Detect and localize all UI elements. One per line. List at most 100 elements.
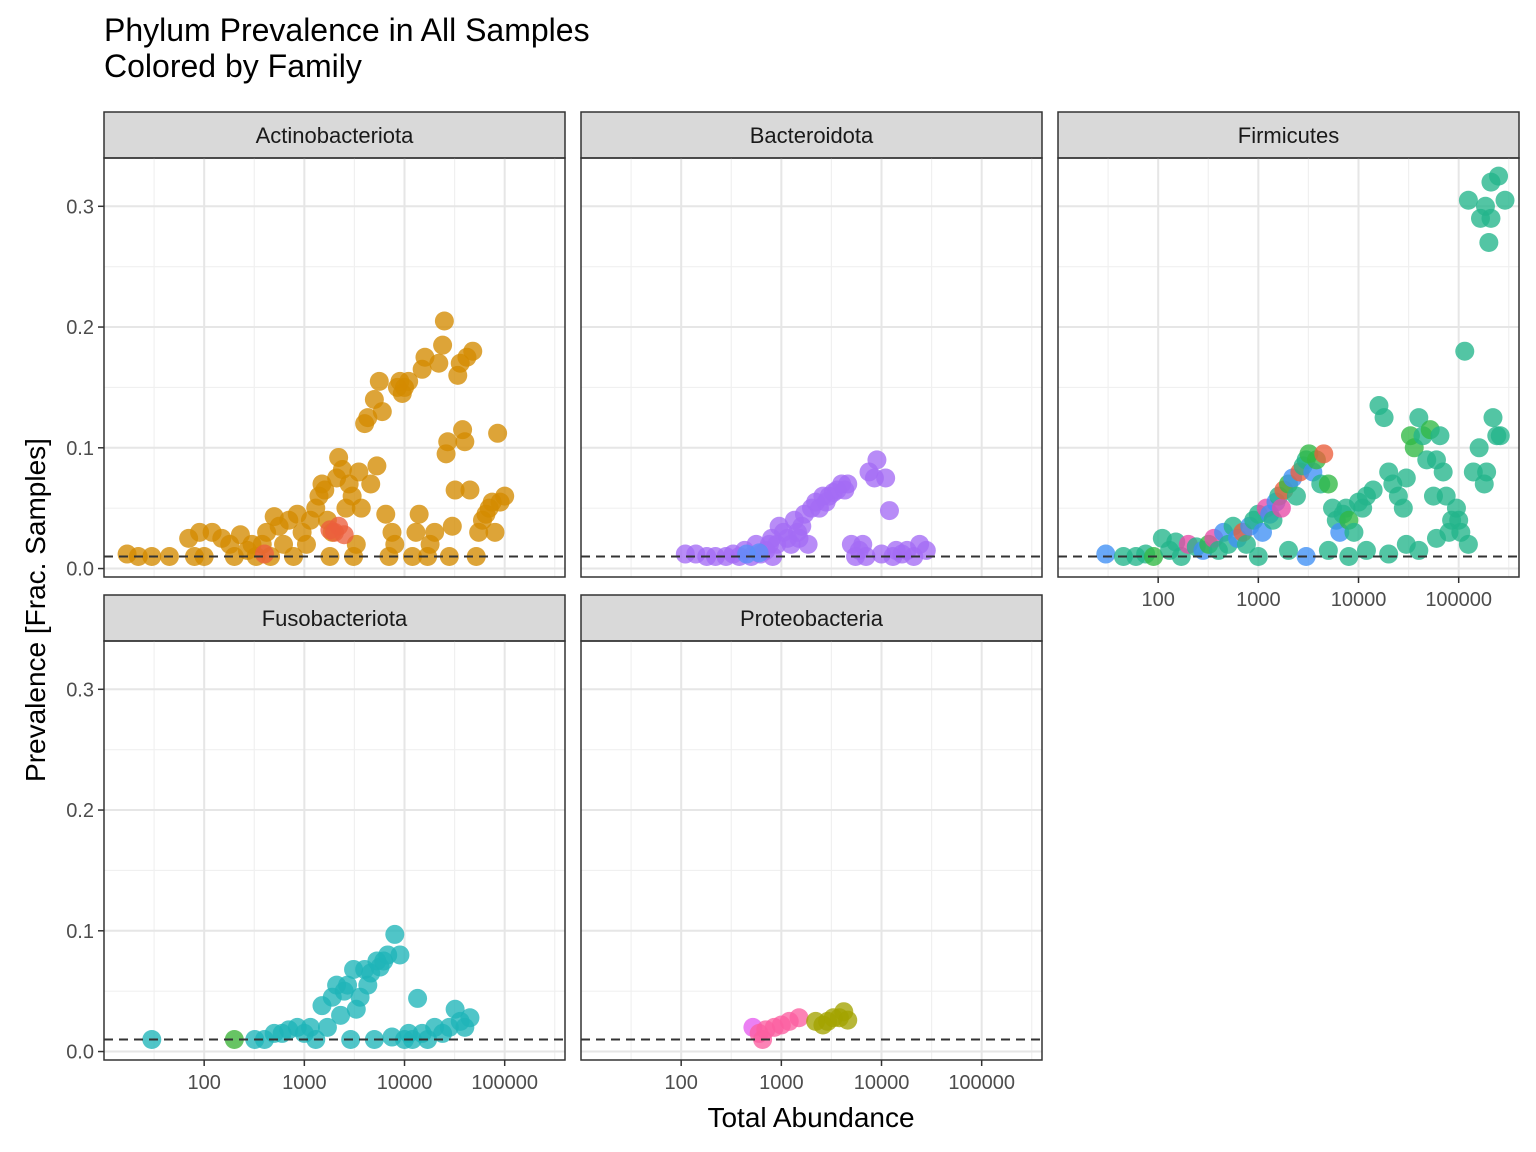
data-point bbox=[455, 432, 475, 452]
x-tick-label: 1000 bbox=[759, 1072, 804, 1094]
data-point bbox=[425, 522, 445, 542]
data-point bbox=[406, 522, 426, 542]
y-tick-label: 0.3 bbox=[66, 679, 94, 701]
data-point bbox=[296, 534, 316, 554]
data-point bbox=[1479, 233, 1499, 253]
data-point bbox=[349, 462, 369, 482]
data-point bbox=[1458, 534, 1478, 554]
x-axis-label: Total Abundance bbox=[707, 1102, 915, 1133]
data-point bbox=[1455, 341, 1475, 361]
panel-border bbox=[580, 157, 1043, 578]
data-point bbox=[1433, 462, 1453, 482]
data-point bbox=[433, 335, 453, 355]
data-point bbox=[1286, 486, 1306, 506]
y-axis-label: Prevalence [Frac. Samples] bbox=[20, 438, 51, 782]
data-point bbox=[429, 353, 449, 373]
data-point bbox=[385, 534, 405, 554]
data-point bbox=[460, 480, 480, 500]
data-point bbox=[194, 546, 214, 566]
data-point bbox=[1363, 480, 1383, 500]
data-point bbox=[1483, 408, 1503, 428]
data-point bbox=[1449, 510, 1469, 530]
data-point bbox=[1314, 444, 1334, 464]
data-point bbox=[879, 501, 899, 521]
data-point bbox=[495, 486, 515, 506]
data-point bbox=[749, 543, 769, 563]
data-point bbox=[916, 540, 936, 560]
facet-strip bbox=[1057, 111, 1520, 159]
y-tick-label: 0.2 bbox=[66, 800, 94, 822]
data-point bbox=[1463, 462, 1483, 482]
data-point bbox=[372, 402, 392, 422]
data-point bbox=[399, 371, 419, 391]
x-tick-label: 10000 bbox=[377, 1072, 433, 1094]
data-point bbox=[1393, 498, 1413, 518]
data-point bbox=[1318, 540, 1338, 560]
facet-panel-proteobacteria: Proteobacteria 100 1000 10000 100000 bbox=[580, 594, 1043, 1094]
data-point bbox=[442, 516, 462, 536]
data-point bbox=[1271, 498, 1291, 518]
chart-title-line2: Colored by Family bbox=[104, 48, 362, 84]
x-tick-label: 100 bbox=[1141, 589, 1174, 611]
panel-border bbox=[103, 640, 566, 1061]
data-point bbox=[390, 945, 410, 965]
chart-title: Phylum Prevalence in All Samples Colored… bbox=[104, 12, 590, 84]
panel-border bbox=[1057, 157, 1520, 578]
y-tick-label: 0.0 bbox=[66, 1042, 94, 1064]
data-point bbox=[367, 456, 387, 476]
data-point bbox=[331, 1005, 351, 1025]
data-point bbox=[317, 1017, 337, 1037]
x-tick-label: 100 bbox=[187, 1072, 220, 1094]
x-tick-label: 100 bbox=[664, 1072, 697, 1094]
data-point bbox=[361, 474, 381, 494]
facet-panel-fusobacteriota: Fusobacteriota 0.0 0.1 0.2 0.3 100 1000 10000 10… bbox=[66, 594, 566, 1094]
data-point bbox=[408, 988, 428, 1008]
data-point bbox=[1477, 462, 1497, 482]
data-point bbox=[438, 432, 458, 452]
data-point bbox=[284, 546, 304, 566]
facet-strip bbox=[103, 594, 566, 642]
data-point bbox=[789, 1008, 809, 1028]
data-point bbox=[1096, 544, 1116, 564]
y-tick-label: 0.0 bbox=[66, 559, 94, 581]
data-point bbox=[1356, 540, 1376, 560]
data-point bbox=[1409, 408, 1429, 428]
data-point bbox=[1318, 474, 1338, 494]
data-point bbox=[466, 546, 486, 566]
data-point bbox=[320, 520, 340, 540]
facet-strip-label: Firmicutes bbox=[1238, 123, 1339, 148]
data-point bbox=[1379, 544, 1399, 564]
data-point bbox=[369, 371, 389, 391]
data-point bbox=[789, 528, 809, 548]
data-point bbox=[1469, 438, 1489, 458]
data-point bbox=[224, 1029, 244, 1049]
data-point bbox=[463, 341, 483, 361]
x-tick-label: 100000 bbox=[948, 1072, 1015, 1094]
data-point bbox=[254, 544, 274, 564]
facet-strip-label: Proteobacteria bbox=[740, 606, 884, 631]
data-point bbox=[1344, 522, 1364, 542]
data-point bbox=[358, 408, 378, 428]
panel-border bbox=[580, 640, 1043, 1061]
facet-strip-label: Actinobacteriota bbox=[256, 123, 415, 148]
data-point bbox=[1495, 190, 1515, 210]
y-tick-label: 0.1 bbox=[66, 921, 94, 943]
data-point bbox=[1489, 166, 1509, 186]
x-tick-label: 100000 bbox=[471, 1072, 538, 1094]
data-point bbox=[460, 1008, 480, 1028]
data-point bbox=[334, 525, 354, 545]
x-tick-label: 1000 bbox=[282, 1072, 327, 1094]
facet-strip-label: Fusobacteriota bbox=[262, 606, 408, 631]
data-point bbox=[434, 311, 454, 331]
data-point bbox=[485, 522, 505, 542]
chart-title-line1: Phylum Prevalence in All Samples bbox=[104, 12, 590, 48]
y-tick-label: 0.3 bbox=[66, 196, 94, 218]
data-point bbox=[385, 924, 405, 944]
data-point bbox=[762, 528, 782, 548]
data-point bbox=[867, 450, 887, 470]
data-point bbox=[445, 480, 465, 500]
x-tick-label: 10000 bbox=[854, 1072, 910, 1094]
data-point bbox=[1458, 190, 1478, 210]
facet-panel-bacteroidota: Bacteroidota bbox=[580, 111, 1043, 578]
